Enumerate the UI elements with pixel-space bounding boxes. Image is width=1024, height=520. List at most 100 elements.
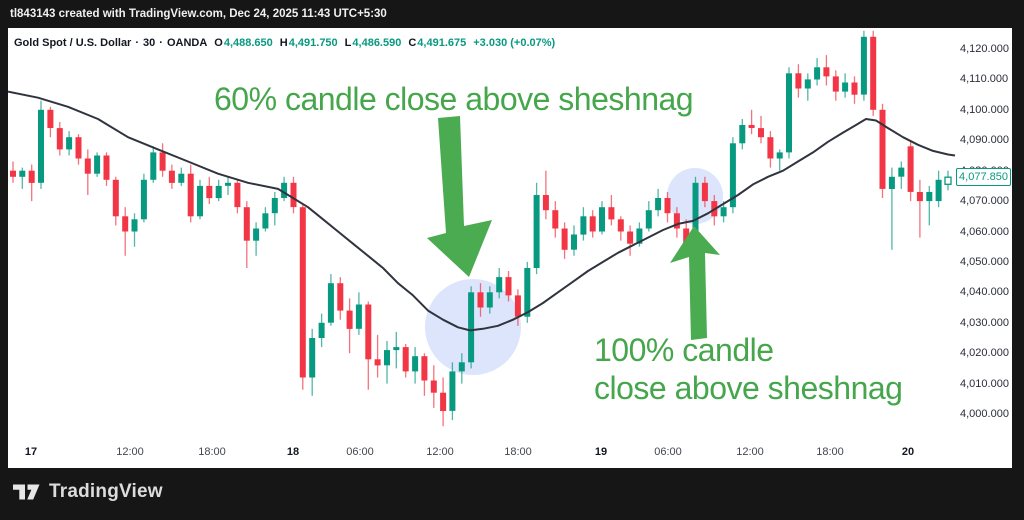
time-tick: 06:00: [346, 446, 374, 458]
candle-body: [309, 338, 316, 378]
candle-body: [140, 179, 147, 220]
time-tick: 06:00: [654, 446, 682, 458]
candle-body: [234, 182, 241, 208]
annotation-arrow-down[interactable]: [427, 116, 492, 277]
candle-body: [935, 179, 942, 202]
price-tick: 4,060.000: [960, 226, 1009, 238]
close-key: C: [408, 37, 417, 49]
candle-body: [944, 176, 952, 185]
candle-body: [720, 207, 727, 217]
candle-body: [486, 292, 493, 308]
candle-body: [580, 216, 587, 235]
candle-body: [374, 359, 381, 366]
candle-body: [393, 347, 400, 351]
candle-body: [468, 292, 475, 363]
candle-body: [692, 182, 699, 238]
candle-body: [673, 213, 680, 229]
open-key: O: [214, 37, 223, 49]
candle-body: [299, 207, 306, 378]
candle-body: [346, 310, 353, 329]
open-value: 4,488.650: [223, 37, 273, 49]
candle-body: [112, 179, 119, 217]
sheshnag-ma-line[interactable]: [8, 90, 956, 332]
interval-value: 30: [143, 37, 156, 49]
last-price-label: 4,077.850: [956, 168, 1011, 186]
candle-body: [66, 137, 73, 150]
candle-body: [767, 137, 774, 159]
candle-body: [421, 356, 428, 381]
tradingview-brand[interactable]: TradingView: [13, 481, 163, 503]
low-value: 4,486.590: [352, 37, 402, 49]
candle-body: [430, 380, 437, 393]
candle-body: [842, 82, 849, 92]
annotation-arrow-up[interactable]: [670, 226, 720, 340]
candle-body: [38, 109, 44, 183]
candle-body: [571, 234, 577, 250]
candle-body: [879, 109, 886, 189]
chart-panel: Gold Spot / U.S. Dollar · 30 · OANDA O4,488.6…: [8, 28, 1012, 468]
high-key: H: [279, 37, 288, 49]
low-key: L: [344, 37, 352, 49]
candle-body: [440, 392, 447, 411]
candle-body: [337, 283, 344, 311]
candle-body: [262, 213, 269, 229]
change-value: +3.030 (+0.07%): [473, 37, 556, 49]
tradingview-logo-icon: [13, 484, 40, 500]
candle-body: [926, 192, 933, 202]
candle-body: [94, 155, 101, 174]
time-tick: 12:00: [736, 446, 764, 458]
candle-body: [458, 362, 465, 372]
candle-body: [496, 277, 503, 293]
price-chart[interactable]: [8, 28, 1012, 468]
candle-body: [168, 170, 175, 183]
time-tick: 12:00: [426, 446, 454, 458]
candle-body: [243, 207, 250, 241]
candle-body: [786, 73, 792, 153]
price-tick: 4,020.000: [960, 347, 1009, 359]
price-axis[interactable]: 4,120.0004,110.0004,100.0004,090.0004,08…: [8, 28, 1012, 468]
candle-body: [664, 198, 671, 214]
candle-body: [47, 109, 54, 128]
candle-body: [888, 176, 895, 189]
candle-body: [645, 210, 652, 229]
time-tick: 18:00: [198, 446, 226, 458]
annotation-100pct-line2: close above sheshnag: [594, 370, 903, 406]
candle-body: [84, 158, 91, 174]
candle-body: [197, 185, 203, 217]
candle-body: [206, 185, 213, 199]
candle-body: [533, 195, 540, 268]
symbol-legend: Gold Spot / U.S. Dollar · 30 · OANDA O4,488.6…: [14, 37, 555, 49]
candle-body: [860, 36, 867, 95]
price-tick: 4,040.000: [960, 286, 1009, 298]
candle-body: [131, 219, 138, 232]
candle-body: [851, 82, 858, 95]
annotation-100pct-text[interactable]: 100% candle close above sheshnag: [594, 331, 903, 407]
candle-body: [916, 192, 923, 202]
candle-body: [10, 170, 16, 177]
price-tick: 4,010.000: [960, 378, 1009, 390]
price-tick: 4,090.000: [960, 134, 1009, 146]
time-tick: 18:00: [816, 446, 844, 458]
price-tick: 4,030.000: [960, 317, 1009, 329]
candle-body: [832, 76, 839, 92]
candle-body: [617, 219, 624, 232]
candle-body: [122, 216, 129, 232]
candle-body: [636, 228, 643, 244]
price-tick: 4,100.000: [960, 104, 1009, 116]
candle-body: [19, 170, 26, 177]
candle-body: [804, 79, 811, 89]
candle-body: [795, 73, 802, 89]
candle-body: [589, 216, 596, 232]
candle-body: [281, 182, 288, 198]
candle-body: [599, 207, 605, 232]
annotation-60pct-text[interactable]: 60% candle close above sheshnag: [214, 81, 694, 117]
time-axis[interactable]: 17 12:00 18:00 18 06:00 12:00 18:00 19 06:00 12:0…: [8, 28, 1012, 468]
candle-body: [823, 67, 830, 77]
candle-body: [253, 228, 260, 241]
tradingview-brand-text: TradingView: [49, 481, 163, 502]
candle-body: [627, 231, 634, 244]
attribution-text: tl843143 created with TradingView.com, D…: [10, 8, 387, 20]
candle-body: [477, 292, 484, 308]
price-tick: 4,110.000: [960, 73, 1009, 85]
